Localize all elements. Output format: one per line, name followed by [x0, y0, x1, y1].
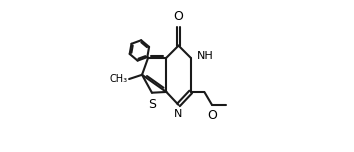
- Text: N: N: [173, 109, 182, 119]
- Text: CH₃: CH₃: [109, 74, 127, 84]
- Text: S: S: [148, 98, 156, 111]
- Text: O: O: [173, 10, 183, 23]
- Text: O: O: [207, 109, 217, 123]
- Text: NH: NH: [197, 51, 213, 61]
